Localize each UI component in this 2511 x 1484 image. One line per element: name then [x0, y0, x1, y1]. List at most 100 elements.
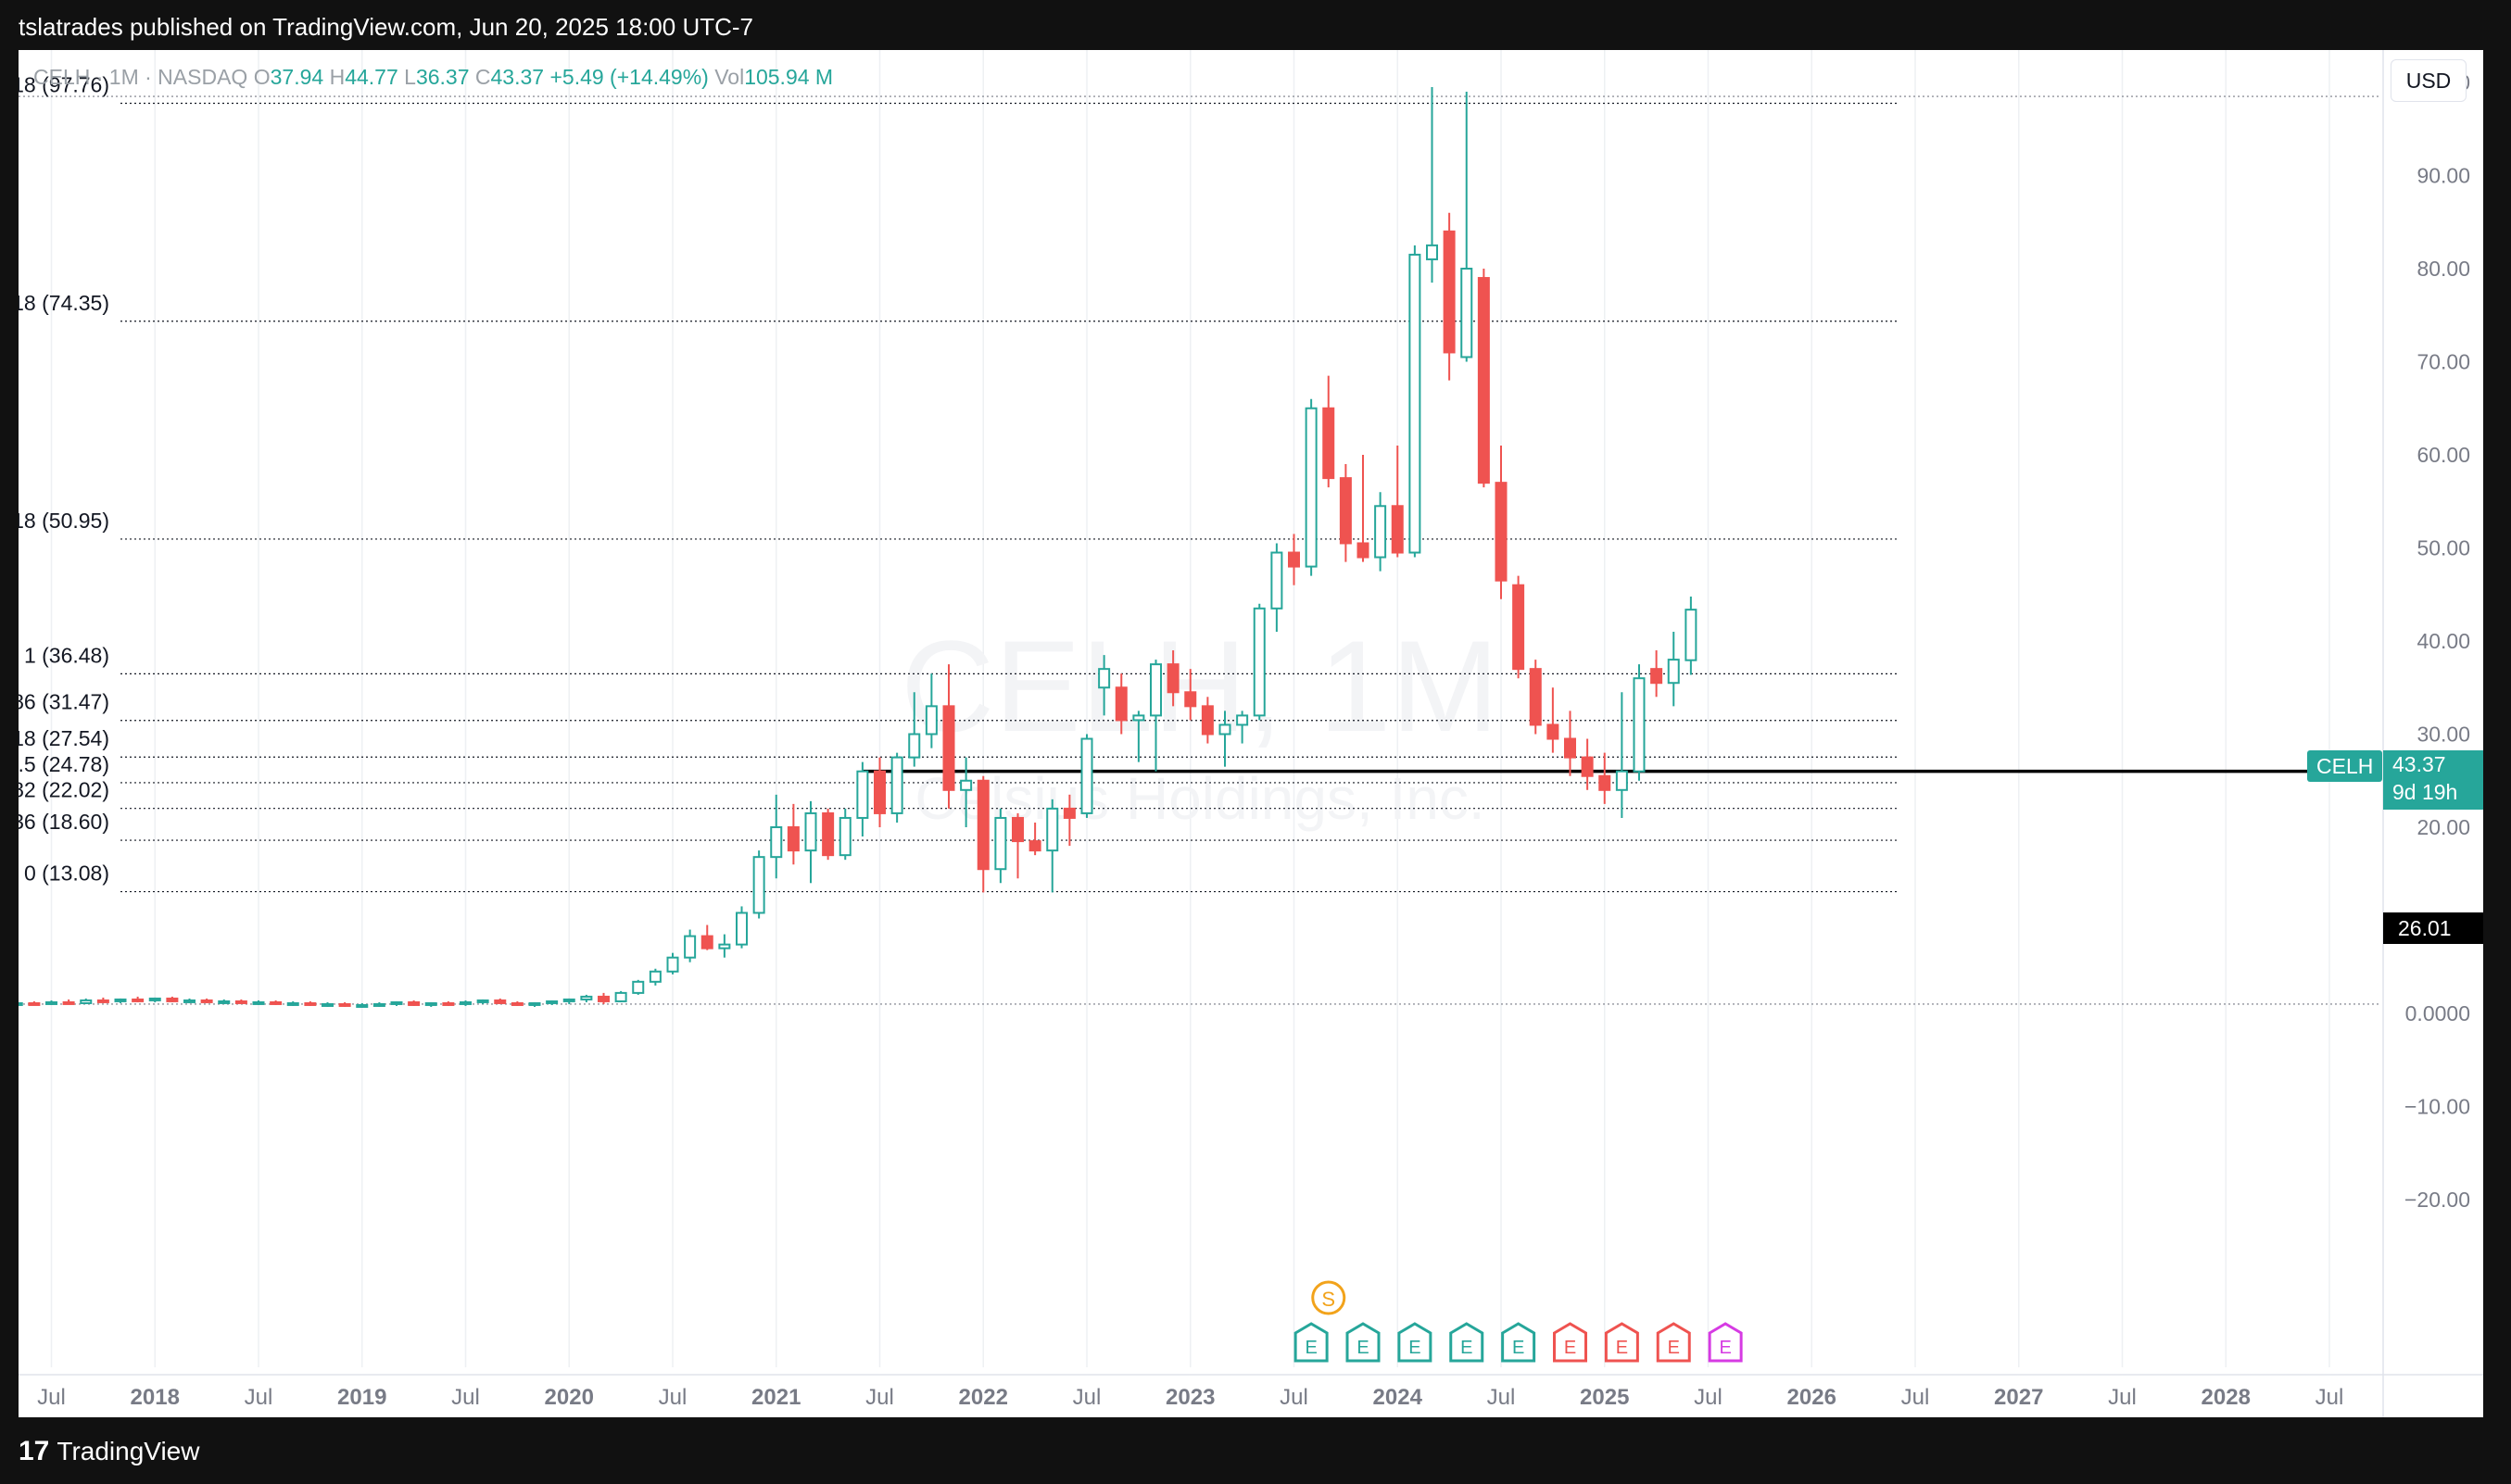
candle[interactable] [1288, 534, 1300, 585]
candle[interactable] [649, 968, 662, 986]
earnings-marker[interactable]: E [1708, 1322, 1743, 1363]
candle[interactable] [1322, 375, 1335, 488]
candle[interactable] [166, 996, 179, 1002]
candle[interactable] [1046, 799, 1059, 893]
candle[interactable] [1564, 711, 1576, 776]
candle[interactable] [476, 999, 489, 1004]
candle[interactable] [234, 999, 247, 1004]
candle[interactable] [632, 979, 645, 995]
candle[interactable] [494, 998, 507, 1004]
candle[interactable] [1012, 812, 1024, 879]
candle[interactable] [1685, 597, 1697, 675]
earnings-marker[interactable]: E [1345, 1322, 1381, 1363]
earnings-marker[interactable]: E [1449, 1322, 1484, 1363]
earnings-marker[interactable]: E [1604, 1322, 1639, 1363]
candle[interactable] [822, 808, 835, 861]
candle[interactable] [45, 1000, 57, 1005]
candle[interactable] [1598, 752, 1611, 804]
candle[interactable] [322, 1001, 334, 1007]
candle[interactable] [1115, 673, 1128, 735]
candle[interactable] [1615, 692, 1628, 818]
candle[interactable] [1218, 711, 1231, 767]
candle[interactable] [200, 998, 213, 1003]
candle[interactable] [1150, 660, 1162, 772]
candle[interactable] [338, 1001, 351, 1007]
candle[interactable] [1650, 650, 1663, 698]
candle[interactable] [270, 1000, 283, 1005]
candle[interactable] [960, 757, 973, 827]
candle[interactable] [977, 775, 990, 893]
candle[interactable] [1512, 575, 1525, 679]
candle[interactable] [424, 1001, 437, 1007]
candle[interactable] [1546, 687, 1559, 753]
candle[interactable] [684, 929, 697, 962]
candle[interactable] [546, 1000, 559, 1005]
candle[interactable] [562, 998, 575, 1004]
candle[interactable] [80, 998, 93, 1004]
candle[interactable] [132, 996, 145, 1002]
candle[interactable] [1529, 660, 1542, 735]
candle[interactable] [942, 664, 955, 809]
earnings-marker[interactable]: E [1553, 1322, 1587, 1363]
candle[interactable] [1633, 664, 1646, 781]
candle[interactable] [839, 808, 852, 861]
dividend-marker[interactable]: S [1311, 1280, 1346, 1315]
earnings-marker[interactable]: E [1656, 1322, 1691, 1363]
candle[interactable] [96, 997, 109, 1003]
candle[interactable] [114, 998, 127, 1003]
candle[interactable] [770, 794, 783, 879]
candle[interactable] [19, 1001, 23, 1006]
candle[interactable] [925, 673, 938, 748]
candle[interactable] [356, 1002, 369, 1008]
legend-symbol[interactable]: CELH · 1M · NASDAQ [33, 65, 248, 89]
candle[interactable] [1167, 650, 1180, 707]
candle[interactable] [1305, 398, 1318, 576]
candle[interactable] [700, 924, 713, 950]
candle[interactable] [1391, 445, 1404, 558]
candle[interactable] [1201, 697, 1214, 744]
earnings-marker[interactable]: E [1501, 1322, 1536, 1363]
candle[interactable] [856, 761, 869, 837]
candle[interactable] [598, 992, 610, 1004]
candle[interactable] [1443, 212, 1456, 381]
candle[interactable] [460, 1000, 472, 1006]
candle[interactable] [1063, 794, 1076, 847]
candle[interactable] [528, 1001, 541, 1007]
candle[interactable] [1080, 734, 1093, 818]
candle[interactable] [1098, 655, 1111, 716]
candle[interactable] [804, 800, 817, 884]
candle[interactable] [890, 752, 903, 823]
candle[interactable] [1581, 738, 1594, 790]
candle[interactable] [1184, 669, 1197, 721]
candle[interactable] [390, 1000, 403, 1006]
candle[interactable] [787, 803, 800, 865]
candle[interactable] [28, 1000, 41, 1006]
earnings-marker[interactable]: E [1293, 1322, 1329, 1363]
candle[interactable] [1374, 492, 1387, 572]
candle[interactable] [372, 1001, 385, 1007]
candle[interactable] [908, 692, 921, 767]
candle[interactable] [62, 999, 75, 1005]
candle[interactable] [1339, 464, 1352, 562]
candle[interactable] [511, 1000, 524, 1006]
candle[interactable] [614, 990, 627, 1002]
candle[interactable] [408, 1000, 421, 1006]
candle[interactable] [1495, 445, 1508, 599]
candle[interactable] [304, 1000, 317, 1006]
candle[interactable] [218, 999, 231, 1004]
candle[interactable] [666, 952, 679, 975]
candle[interactable] [1132, 711, 1145, 762]
candle[interactable] [252, 1000, 265, 1005]
candle[interactable] [1426, 87, 1438, 283]
candle[interactable] [1460, 92, 1473, 362]
candle[interactable] [286, 1000, 299, 1006]
tradingview-brand[interactable]: 17 TradingView [19, 1436, 199, 1467]
candle[interactable] [1270, 543, 1283, 632]
candle[interactable] [1477, 269, 1490, 488]
earnings-marker[interactable]: E [1397, 1322, 1432, 1363]
candle[interactable] [1356, 455, 1369, 562]
candle[interactable] [736, 906, 748, 949]
candle[interactable] [1667, 631, 1680, 707]
